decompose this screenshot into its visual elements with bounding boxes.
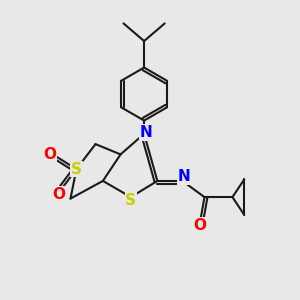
Text: S: S (71, 162, 82, 177)
Text: S: S (125, 193, 136, 208)
Text: O: O (52, 187, 65, 202)
Text: O: O (194, 218, 207, 232)
Text: N: N (178, 169, 190, 184)
Text: N: N (140, 125, 153, 140)
Text: O: O (44, 147, 56, 162)
